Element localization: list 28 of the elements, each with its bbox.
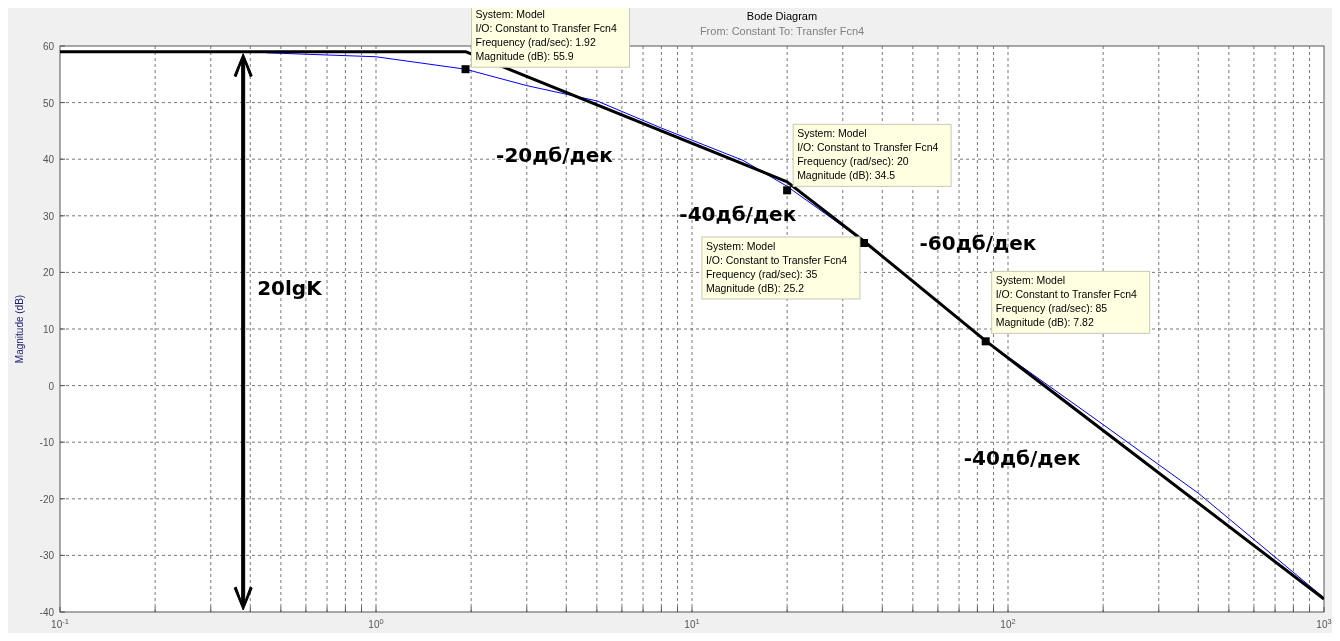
y-tick-label: 30 [42,210,55,222]
annotation: -40дб/дек [963,445,1082,470]
y-tick-label: 50 [42,97,55,109]
annotation: System: Model I/O: Constant to Transfer Fcn4 Frequency (rad/sec): 1.92 Magnitude (dB): 55.9 [475,8,617,63]
y-axis-title: Magnitude (dB) [14,294,25,364]
y-tick-label: -40 [39,607,55,618]
chart-title: Bode Diagram [746,10,818,22]
x-tick-label: 10$^{0}$ [368,616,384,630]
y-tick-label: 0 [48,380,55,392]
annotation: System: Model I/O: Constant to Transfer Fcn4 Frequency (rad/sec): 85 Magnitude (dB): 7.82 [995,274,1138,329]
y-tick-label: 40 [42,154,55,166]
x-tick-label: 10$^{3}$ [1316,616,1332,630]
x-tick-label: 10$^{1}$ [684,616,700,630]
annotation: -40дб/дек [679,202,797,227]
y-tick-label: -10 [39,437,55,449]
y-tick-label: 10 [42,324,55,335]
y-tick-label: -20 [39,493,55,505]
x-tick-label: 10$^{2}$ [1000,616,1016,630]
y-tick-label: 20 [42,267,55,279]
chart-subtitle: From: Constant To: Transfer Fcn4 [699,25,865,37]
annotation: -60дб/дек [919,230,1037,255]
y-tick-label: 60 [42,41,55,52]
annotation: -20дб/дек [496,143,614,168]
annotation: 20lgK [257,276,324,301]
annotation: System: Model I/O: Constant to Transfer Fcn4 Frequency (rad/sec): 35 Magnitude (dB): 25.2 [705,239,848,294]
x-tick-label: 10$^{-1}$ [51,616,69,630]
y-tick-label: -30 [39,550,55,562]
annotation: System: Model I/O: Constant to Transfer Fcn4 Frequency (rad/sec): 20 Magnitude (dB): 34.5 [797,127,939,182]
